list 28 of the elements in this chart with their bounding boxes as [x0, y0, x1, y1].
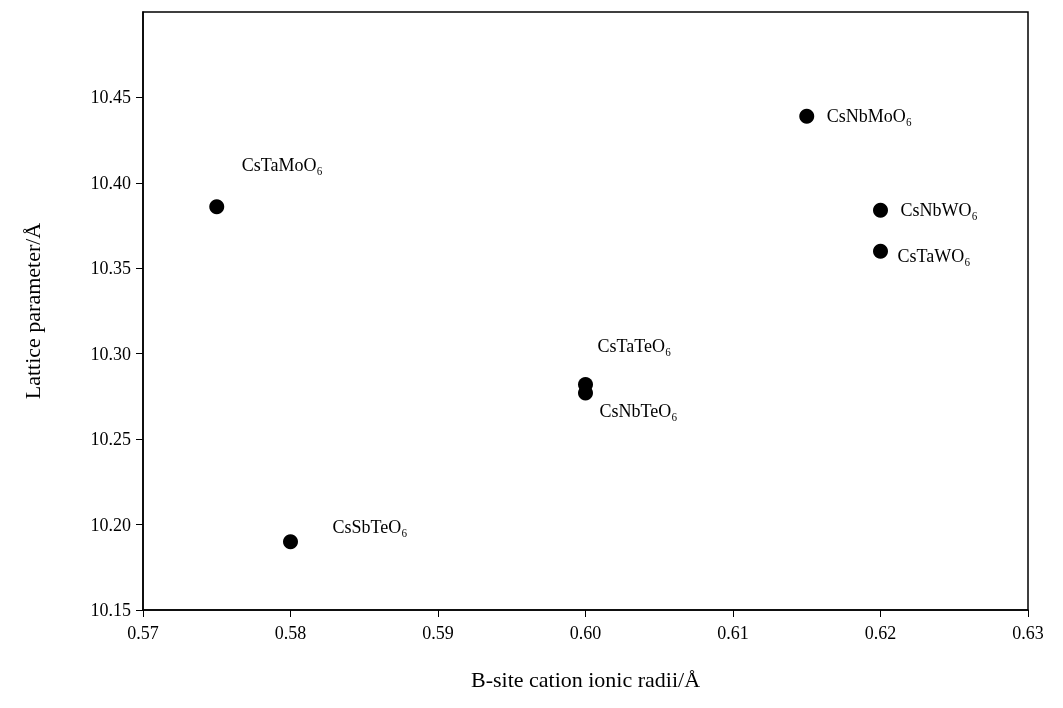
- y-tick-label: 10.20: [90, 514, 131, 535]
- point: [799, 108, 815, 124]
- y-tick-label: 10.45: [90, 87, 131, 108]
- x-axis-title: B-site cation ionic radii/Å: [470, 666, 701, 692]
- annotation: CsNbTeO₆: [599, 401, 678, 422]
- y-tick-label: 10.30: [90, 343, 131, 364]
- y-tick-label: 10.25: [90, 429, 131, 450]
- x-tick-label: 0.58: [274, 623, 307, 643]
- x-tick-label: 0.61: [717, 623, 749, 643]
- y-tick-label: 10.40: [90, 172, 131, 193]
- annotation: CsTaWO₆: [897, 246, 971, 267]
- x-tick-label: 0.59: [422, 623, 454, 643]
- x-tick-label: 0.62: [864, 623, 897, 643]
- x-tick-label: 0.63: [1012, 623, 1044, 643]
- annotation: CsTaTeO₆: [597, 336, 672, 357]
- annotation: CsTaMoO₆: [241, 154, 323, 175]
- y-axis-title: Lattice parameter/Å: [19, 222, 45, 400]
- annotation: CsNbMoO₆: [826, 106, 913, 127]
- point: [283, 534, 298, 550]
- x-tick-label: 0.57: [127, 623, 159, 643]
- point: [873, 202, 888, 218]
- y-tick-label: 10.35: [90, 258, 131, 279]
- annotation: CsNbWO₆: [900, 200, 978, 221]
- point: [873, 243, 888, 259]
- annotation: CsSbTeO₆: [332, 516, 408, 537]
- x-tick-label: 0.60: [569, 623, 602, 643]
- y-tick-label: 10.15: [90, 600, 131, 620]
- point: [209, 199, 225, 215]
